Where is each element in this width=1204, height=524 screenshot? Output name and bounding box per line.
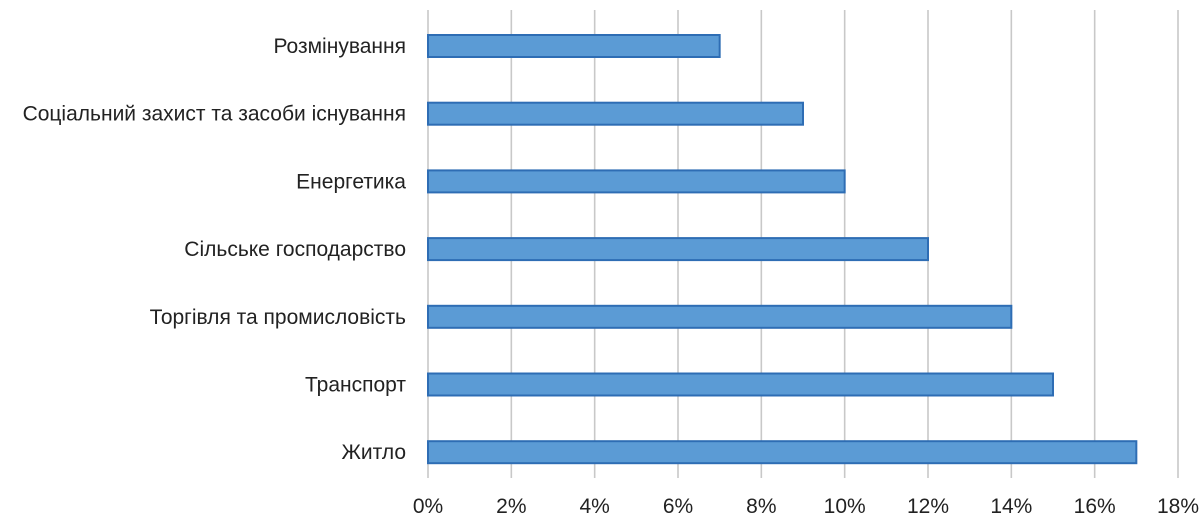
category-label: Транспорт — [305, 374, 406, 397]
bar — [427, 169, 846, 194]
category-label: Енергетика — [296, 170, 406, 193]
x-axis-tick-labels: 0% 2% 4% 6% 8% 10% 12% 14% 16% 18% — [413, 495, 1199, 518]
category-label: Розмінування — [273, 35, 406, 58]
bar — [427, 101, 804, 126]
bar — [427, 440, 1138, 465]
x-tick-label: 8% — [746, 495, 776, 518]
x-tick-label: 6% — [663, 495, 693, 518]
x-tick-label: 18% — [1157, 495, 1199, 518]
x-tick-label: 0% — [413, 495, 443, 518]
x-tick-label: 16% — [1074, 495, 1116, 518]
x-tick-label: 4% — [579, 495, 609, 518]
bar — [427, 34, 721, 58]
x-tick-label: 10% — [824, 495, 866, 518]
bar — [427, 237, 929, 262]
x-tick-label: 14% — [990, 495, 1032, 518]
bars — [427, 34, 1138, 465]
category-labels: Розмінування Соціальний захист та засоби … — [23, 35, 407, 464]
category-label: Сільське господарство — [184, 238, 406, 261]
x-tick-label: 12% — [907, 495, 949, 518]
x-tick-label: 2% — [496, 495, 526, 518]
category-label: Торгівля та промисловість — [150, 306, 406, 329]
category-label: Житло — [342, 441, 406, 464]
bar — [427, 304, 1013, 329]
bar — [427, 372, 1054, 397]
category-label: Соціальний захист та засоби існування — [23, 103, 406, 126]
